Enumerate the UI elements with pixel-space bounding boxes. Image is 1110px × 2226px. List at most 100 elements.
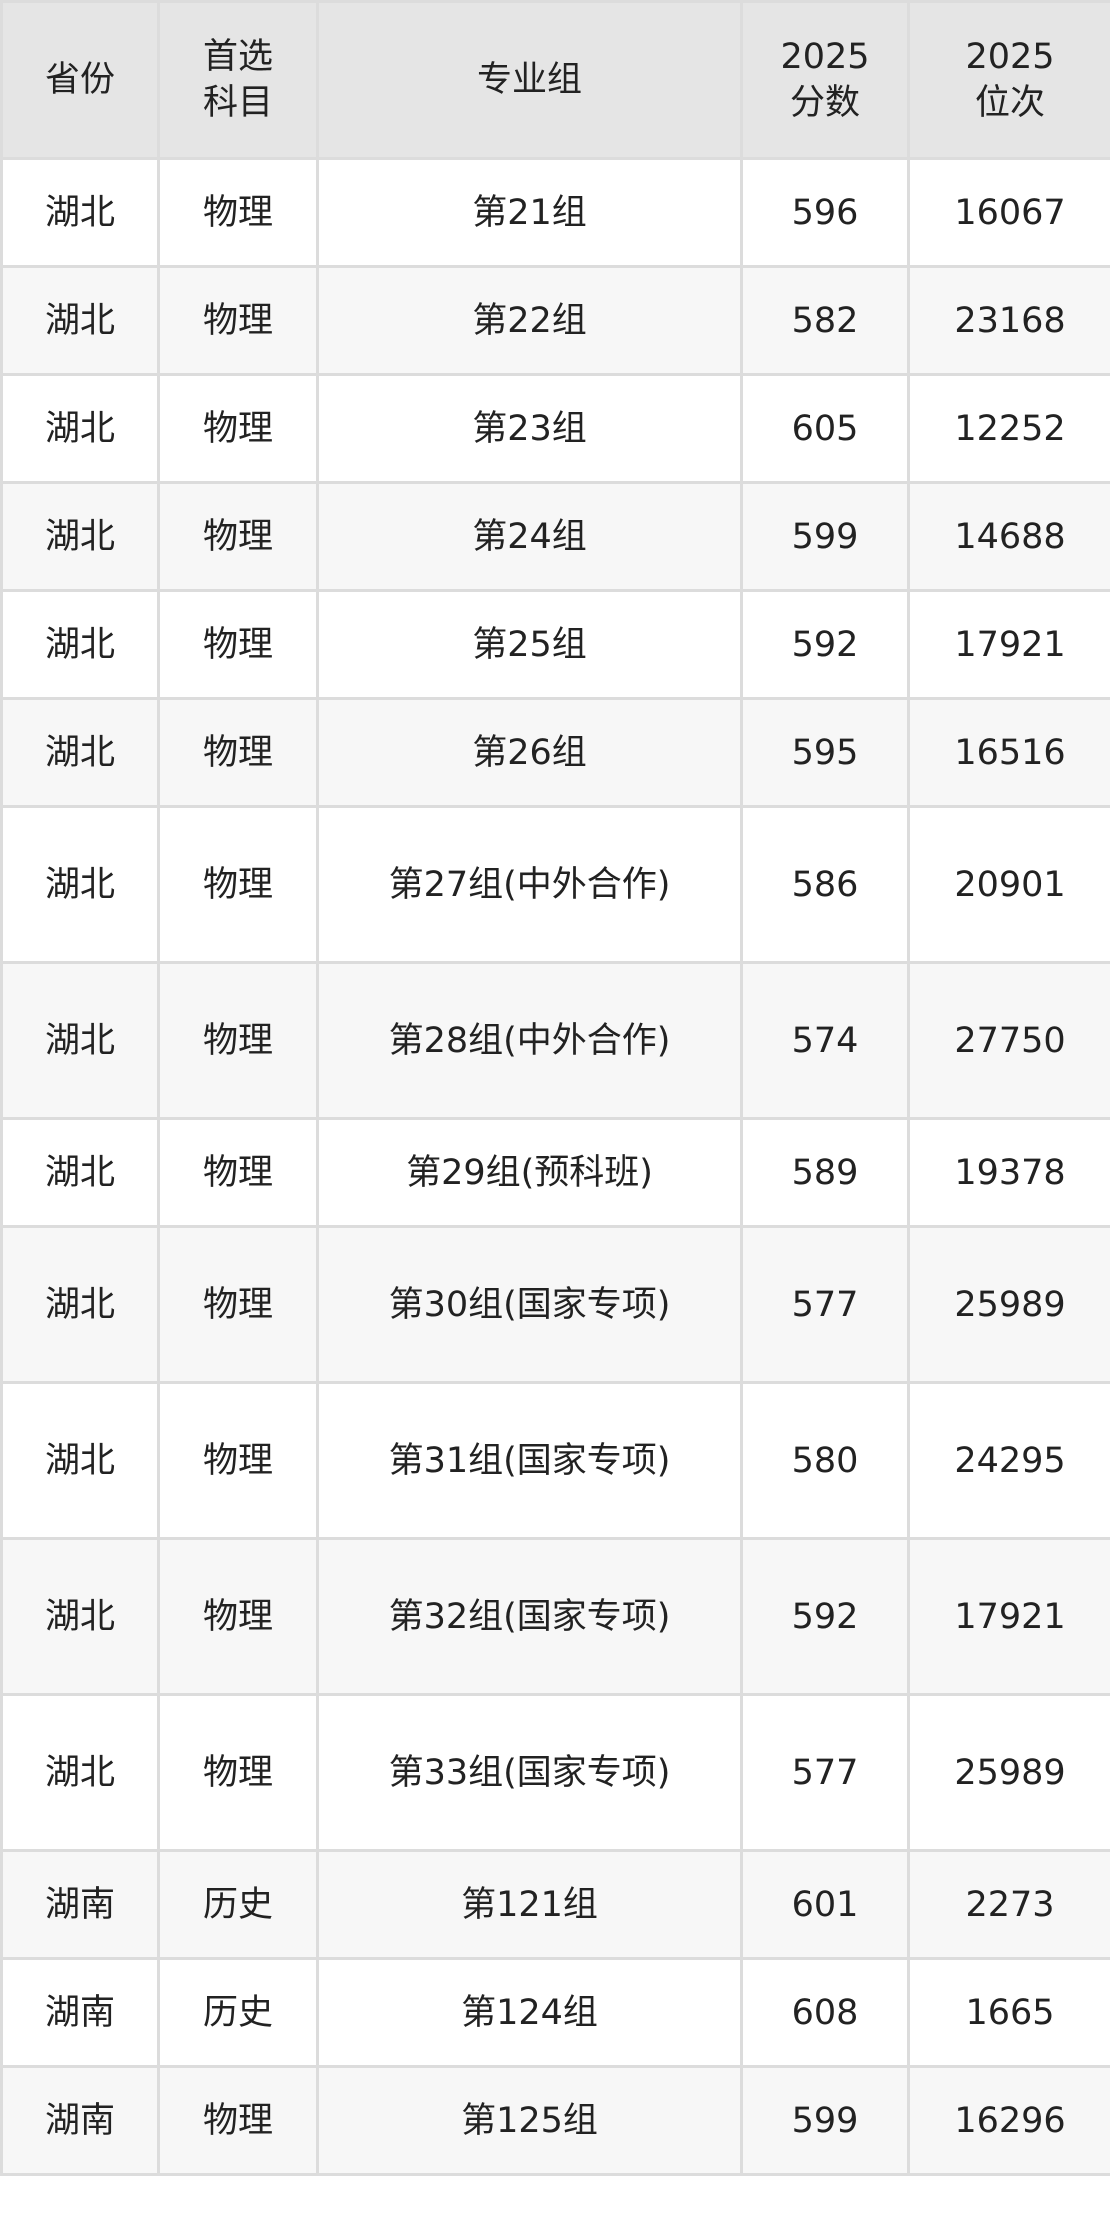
cell-province: 湖南 [0,2065,160,2176]
cell-province: 湖北 [0,265,160,376]
cell-province: 湖北 [0,481,160,592]
cell-province: 湖北 [0,805,160,964]
cell-subject: 物理 [157,1537,319,1696]
cell-score: 574 [740,961,910,1120]
cell-score: 577 [740,1693,910,1852]
cell-subject: 物理 [157,805,319,964]
table-row: 湖北 物理 第31组(国家专项) 580 24295 [0,1381,1110,1540]
cell-group: 第31组(国家专项) [316,1381,743,1540]
cell-score: 599 [740,481,910,592]
cell-subject: 物理 [157,1693,319,1852]
cell-group: 第32组(国家专项) [316,1537,743,1696]
header-province: 省份 [0,0,160,160]
cell-score: 582 [740,265,910,376]
cell-rank: 17921 [907,1537,1110,1696]
cell-province: 湖北 [0,697,160,808]
cell-rank: 20901 [907,805,1110,964]
cell-province: 湖北 [0,373,160,484]
cell-group: 第33组(国家专项) [316,1693,743,1852]
cell-subject: 物理 [157,373,319,484]
cell-rank: 24295 [907,1381,1110,1540]
table-header: 省份 首选科目 专业组 2025 分数 2025 位次 [0,0,1110,160]
cell-score: 601 [740,1849,910,1960]
cell-subject: 物理 [157,1225,319,1384]
cell-province: 湖北 [0,1117,160,1228]
cell-subject: 物理 [157,697,319,808]
cell-subject: 物理 [157,1117,319,1228]
cell-score: 589 [740,1117,910,1228]
cell-rank: 14688 [907,481,1110,592]
header-group: 专业组 [316,0,743,160]
header-label: 2025 [780,37,870,77]
cell-subject: 物理 [157,589,319,700]
cell-group: 第22组 [316,265,743,376]
cell-province: 湖北 [0,157,160,268]
cell-rank: 16516 [907,697,1110,808]
cell-province: 湖北 [0,1225,160,1384]
header-score: 2025 分数 [740,0,910,160]
cell-score: 586 [740,805,910,964]
header-label: 分数 [789,83,860,123]
header-label: 专业组 [476,60,582,100]
cell-score: 599 [740,2065,910,2176]
cell-group: 第27组(中外合作) [316,805,743,964]
cell-rank: 25989 [907,1225,1110,1384]
score-table: 省份 首选 科目 专业组 2025 分数 2025 位次 湖北 物理 第21组 596 16067 湖北… [0,0,1110,2176]
table-row: 湖北 物理 第28组(中外合作) 574 27750 [0,961,1110,1120]
cell-subject: 历史 [157,1849,319,1960]
cell-group: 第30组(国家专项) [316,1225,743,1384]
cell-score: 595 [740,697,910,808]
cell-score: 596 [740,157,910,268]
cell-rank: 1665 [907,1957,1110,2068]
table-row: 湖北 物理 第24组 599 14688 [0,481,1110,592]
cell-subject: 物理 [157,265,319,376]
cell-province: 湖北 [0,1381,160,1540]
cell-rank: 27750 [907,961,1110,1120]
table-row: 湖北 物理 第29组(预科班) 589 19378 [0,1117,1110,1228]
cell-rank: 23168 [907,265,1110,376]
cell-rank: 12252 [907,373,1110,484]
header-label: 省份 [44,60,115,100]
cell-group: 第25组 [316,589,743,700]
cell-score: 592 [740,589,910,700]
cell-rank: 25989 [907,1693,1110,1852]
header-label: 位次 [974,83,1045,123]
table-body: 湖北 物理 第21组 596 16067 湖北 物理 第22组 582 23168 湖北 物理 第23组… [0,157,1110,2176]
cell-score: 608 [740,1957,910,2068]
cell-subject: 历史 [157,1957,319,2068]
cell-rank: 16296 [907,2065,1110,2176]
table-row: 湖北 物理 第21组 596 16067 [0,157,1110,268]
cell-subject: 物理 [157,481,319,592]
cell-subject: 物理 [157,157,319,268]
cell-group: 第23组 [316,373,743,484]
cell-province: 湖南 [0,1957,160,2068]
table-row: 湖南 物理 第125组 599 16296 [0,2065,1110,2176]
table-row: 湖北 物理 第27组(中外合作) 586 20901 [0,805,1110,964]
cell-score: 577 [740,1225,910,1384]
cell-group: 第125组 [316,2065,743,2176]
cell-rank: 17921 [907,589,1110,700]
header-rank: 2025 位次 [907,0,1110,160]
cell-score: 580 [740,1381,910,1540]
cell-score: 605 [740,373,910,484]
cell-province: 湖北 [0,961,160,1120]
table-row: 湖北 物理 第23组 605 12252 [0,373,1110,484]
cell-group: 第121组 [316,1849,743,1960]
cell-group: 第21组 [316,157,743,268]
cell-group: 第28组(中外合作) [316,961,743,1120]
table-row: 湖北 物理 第26组 595 16516 [0,697,1110,808]
cell-rank: 16067 [907,157,1110,268]
cell-subject: 物理 [157,1381,319,1540]
header-label: 科目 [202,83,273,123]
table-row: 湖北 物理 第33组(国家专项) 577 25989 [0,1693,1110,1852]
cell-province: 湖北 [0,589,160,700]
table-row: 湖北 物理 第22组 582 23168 [0,265,1110,376]
table-row: 湖北 物理 第25组 592 17921 [0,589,1110,700]
table-row: 湖南 历史 第124组 608 1665 [0,1957,1110,2068]
header-label: 2025 [965,37,1055,77]
header-label: 首选 [202,37,273,77]
cell-group: 第29组(预科班) [316,1117,743,1228]
cell-province: 湖北 [0,1693,160,1852]
cell-rank: 19378 [907,1117,1110,1228]
header-row: 省份 首选科目 专业组 2025 分数 2025 位次 [0,0,1110,160]
